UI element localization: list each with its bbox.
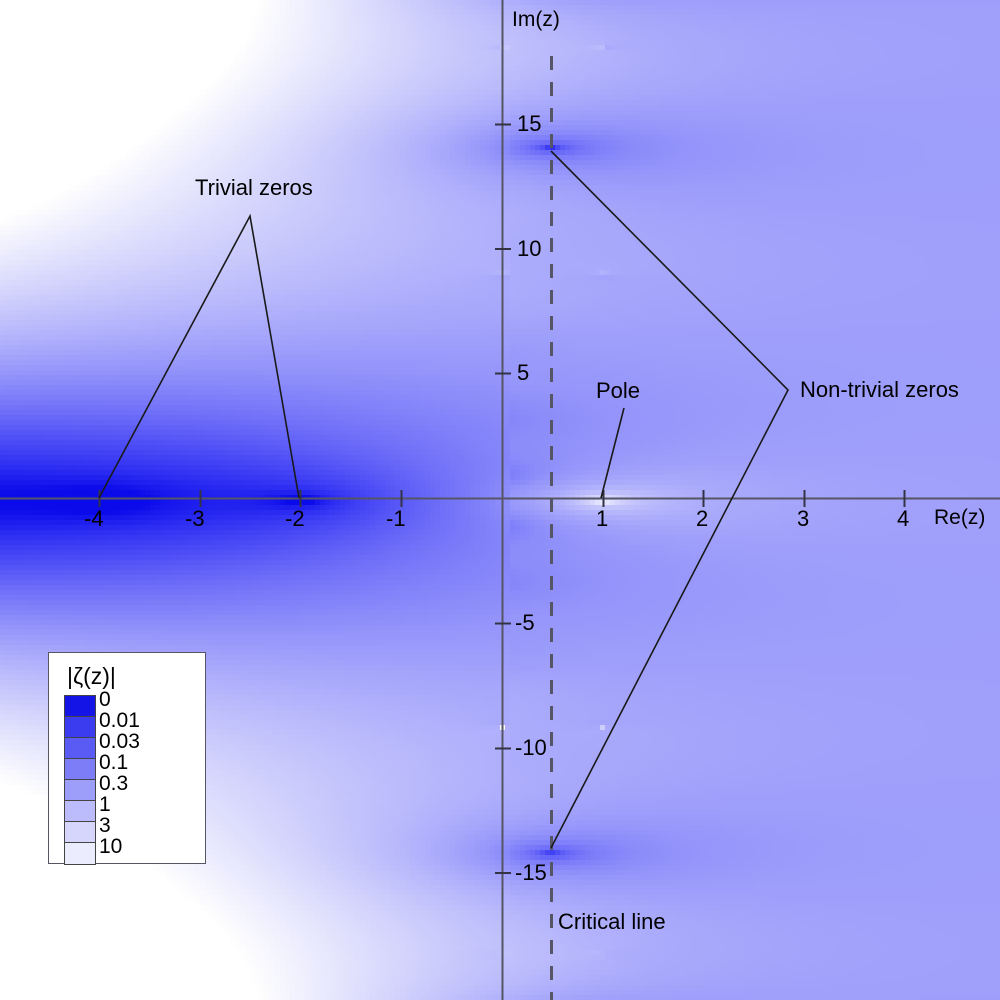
legend-level-label: 0.01: [99, 709, 140, 732]
y-tick-label--10: -10: [515, 735, 547, 760]
y-tick-label-10: 10: [517, 236, 542, 261]
x-tick-label--1: -1: [386, 506, 406, 531]
x-tick-label--2: -2: [285, 506, 305, 531]
leader-trivial-zeros: [98, 213, 300, 499]
x-tick-label--4: -4: [84, 506, 104, 531]
legend-level-label: 0.1: [99, 751, 129, 774]
x-tick-label-1: 1: [596, 506, 609, 531]
y-tick-label-5: 5: [517, 360, 530, 385]
legend-level-label: 3: [99, 814, 111, 837]
legend-swatch: [65, 738, 95, 759]
legend-swatch: [65, 696, 95, 717]
legend-swatch: [65, 759, 95, 780]
y-tick-label--5: -5: [515, 610, 535, 635]
legend-title: |ζ(z)|: [67, 663, 116, 689]
legend-label-column: 0 0.01 0.03 0.1 0.3 1 3 10: [99, 688, 140, 858]
x-tick-label-3: 3: [797, 506, 810, 531]
colorbar-legend: |ζ(z)| 0 0.01 0.03 0.1 0.3 1 3 10: [48, 652, 206, 865]
legend-level-label: 0.3: [99, 772, 129, 795]
x-tick-label-2: 2: [696, 506, 709, 531]
legend-swatch: [65, 780, 95, 801]
annotation-leader-lines: [98, 150, 789, 849]
legend-level-label: 1: [99, 793, 111, 816]
y-axis-ticks: [495, 123, 511, 874]
x-tick-label-4: 4: [897, 506, 910, 531]
leader-non-trivial-zeros: [550, 150, 789, 849]
legend-swatch-column: [64, 695, 96, 865]
y-tick-label--15: -15: [515, 860, 547, 885]
legend-level-label: 0.03: [99, 730, 140, 753]
leader-pole: [600, 407, 625, 499]
annotation-pole: Pole: [596, 378, 641, 403]
x-axis-ticks: [98, 490, 906, 507]
annotation-critical-line: Critical line: [558, 909, 666, 934]
y-tick-label-15: 15: [517, 111, 542, 136]
annotation-non-trivial-zeros: Non-trivial zeros: [800, 377, 959, 402]
y-axis-label: Im(z): [512, 8, 560, 31]
legend-swatch: [65, 843, 95, 864]
legend-level-label: 10: [99, 835, 123, 858]
legend-swatch: [65, 822, 95, 843]
x-axis-label: Re(z): [934, 506, 986, 529]
legend-level-label: 0: [99, 688, 111, 711]
legend-swatch: [65, 717, 95, 738]
annotation-trivial-zeros: Trivial zeros: [195, 175, 313, 200]
legend-swatch: [65, 801, 95, 822]
x-tick-label--3: -3: [185, 506, 205, 531]
